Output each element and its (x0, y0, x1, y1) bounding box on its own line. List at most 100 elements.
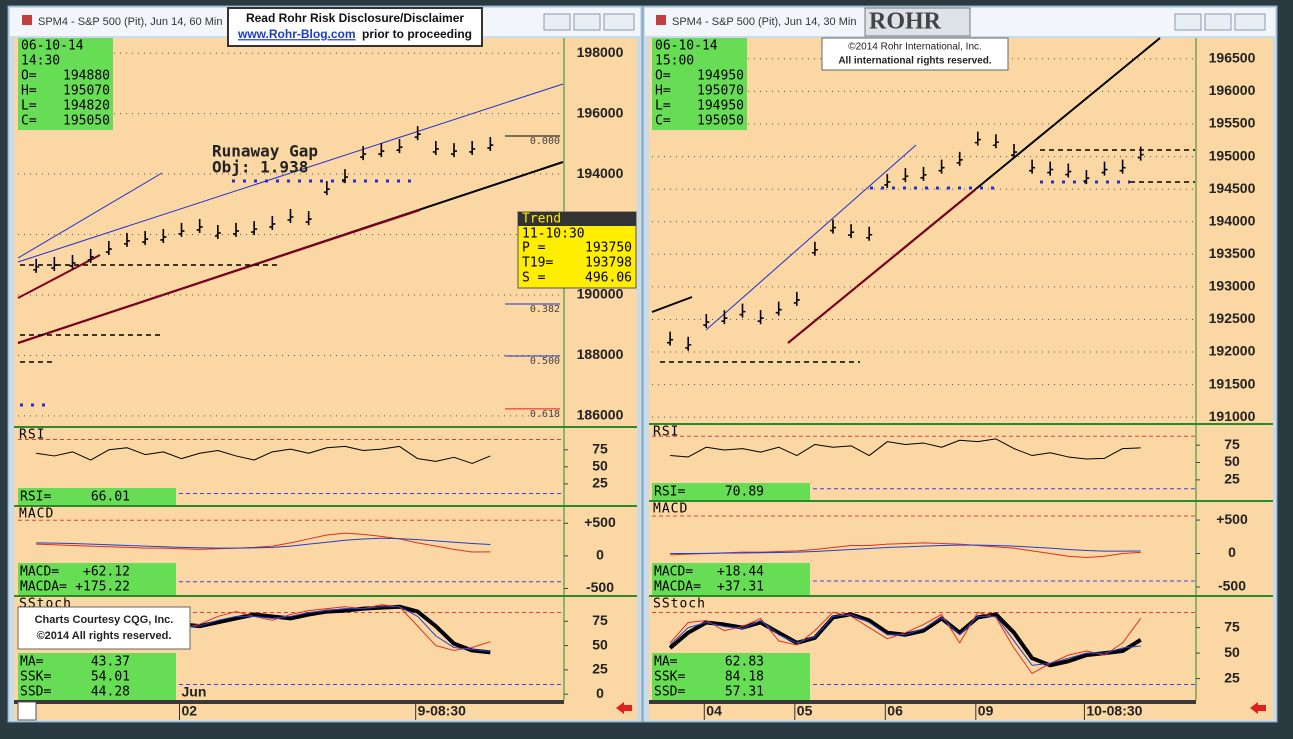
x-tick-label: 02 (182, 703, 198, 719)
price-bar (487, 137, 494, 152)
price-bar (323, 181, 330, 196)
x-tick-label: 06 (887, 703, 903, 719)
y-tick-label: 195500 (1209, 115, 1256, 131)
legend-value: +175.22 (75, 580, 130, 595)
y-tick-label: 186000 (577, 407, 624, 423)
close-button[interactable] (1234, 13, 1266, 31)
readout-label: H= (21, 84, 37, 99)
legend-label: MACDA= (20, 580, 67, 595)
trend-box-header (518, 212, 636, 226)
price-bar (469, 140, 476, 155)
readout-box (18, 563, 176, 595)
legend-value: 44.28 (91, 685, 130, 700)
readout-time: 15:00 (655, 54, 694, 69)
price-bar (178, 222, 185, 237)
price-bar (1083, 170, 1090, 185)
legend-value: +62.12 (83, 565, 130, 580)
y-tick-label: 192500 (1209, 310, 1256, 326)
y-tick-label: 25 (1224, 471, 1240, 487)
panel-title: SStoch (653, 597, 706, 612)
courtesy-box (17, 606, 191, 650)
window-title: SPM4 - S&P 500 (Pit), Jun 14, 30 Min (672, 16, 856, 28)
close-button[interactable] (603, 13, 635, 31)
y-tick-label: 25 (1224, 669, 1240, 685)
charts: 186000 188000 190000 192000 194000 196000 1980… (14, 38, 1273, 720)
readout-value: 195050 (697, 114, 744, 129)
minimize-button[interactable] (1174, 13, 1202, 31)
readout-box (652, 563, 810, 595)
readout-label: C= (655, 114, 671, 129)
session-bar (649, 700, 1196, 704)
price-bar (69, 254, 76, 269)
scroll-arrow[interactable] (1250, 702, 1266, 714)
chart-area (14, 38, 637, 720)
price-bar (396, 139, 403, 154)
y-tick-label: 198000 (577, 44, 624, 60)
readout-value: 195070 (697, 84, 744, 99)
series-line (669, 611, 1142, 674)
y-tick-label: 193000 (1209, 278, 1256, 294)
legend-label: RSI= (20, 490, 51, 505)
readout-value: 194950 (697, 69, 744, 84)
price-bar (902, 168, 909, 183)
app-icon (22, 15, 32, 25)
y-tick-label: 50 (592, 636, 608, 652)
price-bar (214, 225, 221, 240)
readout-date: 06-10-14 (21, 39, 84, 54)
legend-value: +18.44 (717, 565, 764, 580)
window-title: SPM4 - S&P 500 (Pit), Jun 14, 60 Min (38, 16, 222, 28)
legend-value: 70.89 (725, 485, 764, 500)
minimize-button[interactable] (543, 13, 571, 31)
logo: ROHR (869, 9, 942, 35)
y-tick-label: 191000 (1209, 408, 1256, 424)
y-tick-label: 196000 (1209, 82, 1256, 98)
chart-area (649, 38, 1273, 720)
price-bar (378, 143, 385, 158)
y-tick-label: 192000 (1209, 343, 1256, 359)
price-bar (866, 226, 873, 241)
trend-time: 11-10:30 (522, 227, 585, 242)
price-bar (848, 224, 855, 239)
y-tick-label: 50 (1224, 644, 1240, 660)
x-tick-label: 9-08:30 (418, 703, 466, 719)
series-line (669, 613, 1141, 666)
fib-label: 0.500 (530, 356, 560, 367)
readout-label: C= (21, 114, 37, 129)
panel-title: MACD (19, 507, 54, 522)
banner-link[interactable]: www.Rohr-Blog.com (237, 27, 356, 41)
readout-box (652, 653, 810, 700)
legend-value: 43.37 (91, 655, 130, 670)
panel-title: RSI (19, 428, 45, 443)
legend-value: 84.18 (725, 670, 764, 685)
price-bar (124, 232, 130, 247)
window-buttons[interactable] (543, 13, 1266, 31)
y-tick-label: 195000 (1209, 147, 1256, 163)
fib-label: 0.000 (530, 136, 560, 147)
maximize-button[interactable] (573, 13, 601, 31)
y-tick-label: 0 (596, 685, 604, 701)
y-tick-label: 196000 (577, 104, 624, 120)
price-bar (811, 241, 818, 256)
copyright-text: ©2014 Rohr International, Inc. (848, 42, 982, 53)
y-tick-label: 25 (592, 661, 608, 677)
series-line (36, 445, 491, 464)
scroll-arrow[interactable] (616, 702, 632, 714)
readout-box (18, 38, 113, 130)
readout-label: O= (21, 69, 37, 84)
price-bar (160, 228, 167, 243)
price-bar (105, 241, 112, 256)
panel-title: MACD (653, 502, 688, 517)
readout-value: 194880 (63, 69, 110, 84)
price-bar (974, 131, 981, 146)
x-tick-label: 05 (797, 703, 813, 719)
readout-value: 195070 (63, 84, 110, 99)
maximize-button[interactable] (1204, 13, 1232, 31)
y-tick-label: 0 (596, 547, 604, 563)
y-tick-label: 75 (1224, 436, 1240, 452)
price-bar (51, 257, 58, 272)
readout-box (18, 653, 176, 700)
price-bar (739, 303, 746, 318)
series-line (670, 544, 1141, 555)
month-label: Jun (182, 684, 207, 700)
